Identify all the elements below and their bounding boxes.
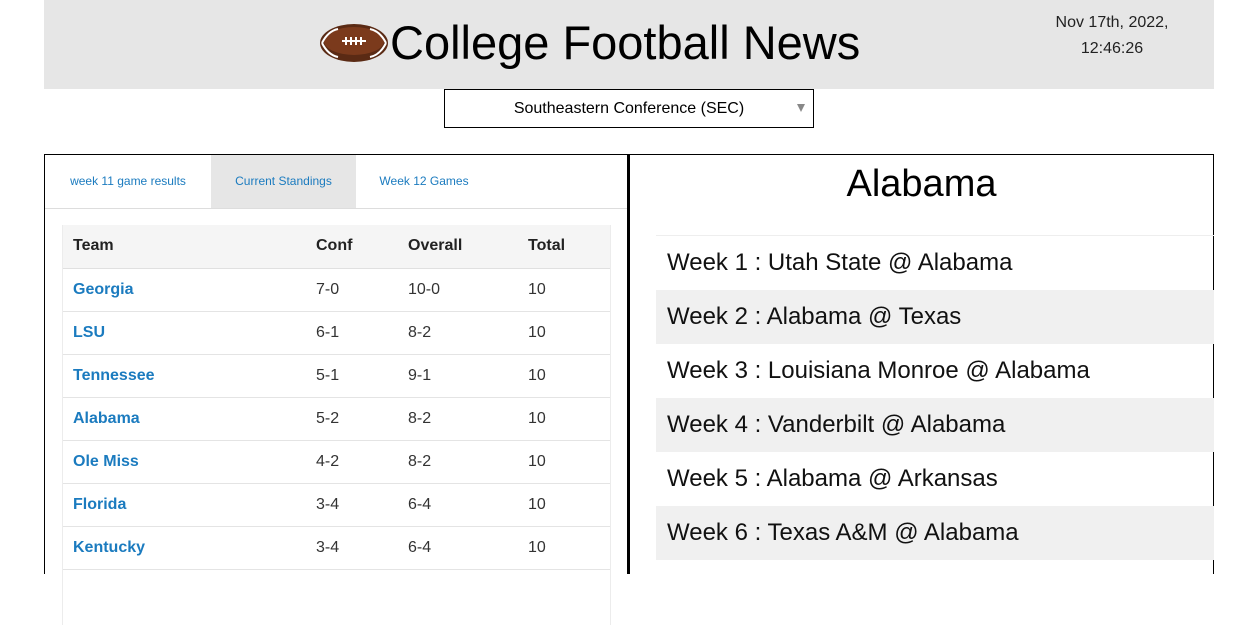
schedule-item[interactable]: Week 6 : Texas A&M @ Alabama — [656, 506, 1214, 560]
overall-record: 9-1 — [408, 366, 432, 384]
conf-record: 4-2 — [316, 452, 340, 470]
tab-bar: week 11 game results Current Standings W… — [45, 155, 627, 209]
current-date: Nov 17th, 2022, — [1055, 14, 1169, 31]
table-row: Kentucky 3-4 6-4 10 — [62, 526, 611, 569]
team-name-heading: Alabama — [846, 163, 997, 205]
conf-record: 3-4 — [316, 495, 340, 513]
team-link-florida[interactable]: Florida — [73, 495, 127, 513]
current-time: 12:46:26 — [1080, 40, 1144, 57]
team-link-lsu[interactable]: LSU — [73, 323, 105, 341]
conf-record: 5-2 — [316, 409, 340, 427]
total-games: 10 — [528, 280, 546, 298]
total-games: 10 — [528, 538, 546, 556]
team-schedule-list: Week 1 : Utah State @ Alabama Week 2 : A… — [656, 235, 1214, 560]
schedule-item[interactable]: Week 5 : Alabama @ Arkansas — [667, 465, 998, 492]
schedule-item[interactable]: Week 1 : Utah State @ Alabama — [667, 249, 1013, 276]
overall-record: 8-2 — [408, 409, 432, 427]
schedule-item[interactable]: Week 3 : Louisiana Monroe @ Alabama — [667, 357, 1090, 384]
conf-record: 5-1 — [316, 366, 340, 384]
team-detail-panel: Alabama Week 1 : Utah State @ Alabama We… — [628, 154, 1214, 574]
overall-record: 8-2 — [408, 323, 432, 341]
table-row: Alabama 5-2 8-2 10 — [62, 397, 611, 440]
standings-panel: week 11 game results Current Standings W… — [44, 154, 628, 625]
football-icon — [320, 24, 388, 62]
overall-record: 10-0 — [408, 280, 441, 298]
column-header-total[interactable]: Total — [517, 225, 611, 269]
standings-table: Team Conf Overall Total Georgia 7-0 10-0… — [62, 225, 611, 570]
dropdown-arrow-icon — [797, 104, 805, 112]
tab-week-12-games[interactable]: Week 12 Games — [379, 174, 469, 188]
tab-current-standings[interactable]: Current Standings — [211, 155, 356, 208]
table-row: Georgia 7-0 10-0 10 — [62, 268, 611, 311]
team-link-ole-miss[interactable]: Ole Miss — [73, 452, 139, 470]
site-header: College Football News Nov 17th, 2022, 12… — [44, 0, 1214, 89]
team-link-tennessee[interactable]: Tennessee — [73, 366, 155, 384]
conference-select-value: Southeastern Conference (SEC) — [513, 99, 745, 117]
conf-record: 7-0 — [316, 280, 340, 298]
table-row: Ole Miss 4-2 8-2 10 — [62, 440, 611, 483]
site-title: College Football News — [390, 16, 861, 69]
team-link-alabama[interactable]: Alabama — [73, 409, 140, 427]
table-header-row: Team Conf Overall Total — [62, 225, 611, 269]
schedule-item[interactable]: Week 4 : Vanderbilt @ Alabama — [656, 398, 1214, 452]
column-header-team[interactable]: Team — [62, 225, 305, 269]
column-header-conf[interactable]: Conf — [305, 225, 397, 269]
table-row: Florida 3-4 6-4 10 — [62, 483, 611, 526]
schedule-item[interactable]: Week 2 : Alabama @ Texas — [656, 290, 1214, 344]
conf-record: 6-1 — [316, 323, 340, 341]
overall-record: 6-4 — [408, 538, 432, 556]
tab-week-11-results[interactable]: week 11 game results — [70, 174, 186, 188]
total-games: 10 — [528, 452, 546, 470]
total-games: 10 — [528, 366, 546, 384]
total-games: 10 — [528, 495, 546, 513]
total-games: 10 — [528, 323, 546, 341]
table-row: LSU 6-1 8-2 10 — [62, 311, 611, 354]
conf-record: 3-4 — [316, 538, 340, 556]
table-row: Tennessee 5-1 9-1 10 — [62, 354, 611, 397]
brand[interactable]: College Football News — [318, 13, 860, 73]
team-link-kentucky[interactable]: Kentucky — [73, 538, 146, 556]
conference-select[interactable]: Southeastern Conference (SEC) — [444, 89, 814, 128]
column-header-overall[interactable]: Overall — [397, 225, 517, 269]
current-datetime: Nov 17th, 2022, 12:46:26 — [1042, 10, 1182, 62]
team-link-georgia[interactable]: Georgia — [73, 280, 134, 298]
total-games: 10 — [528, 409, 546, 427]
overall-record: 8-2 — [408, 452, 432, 470]
overall-record: 6-4 — [408, 495, 432, 513]
